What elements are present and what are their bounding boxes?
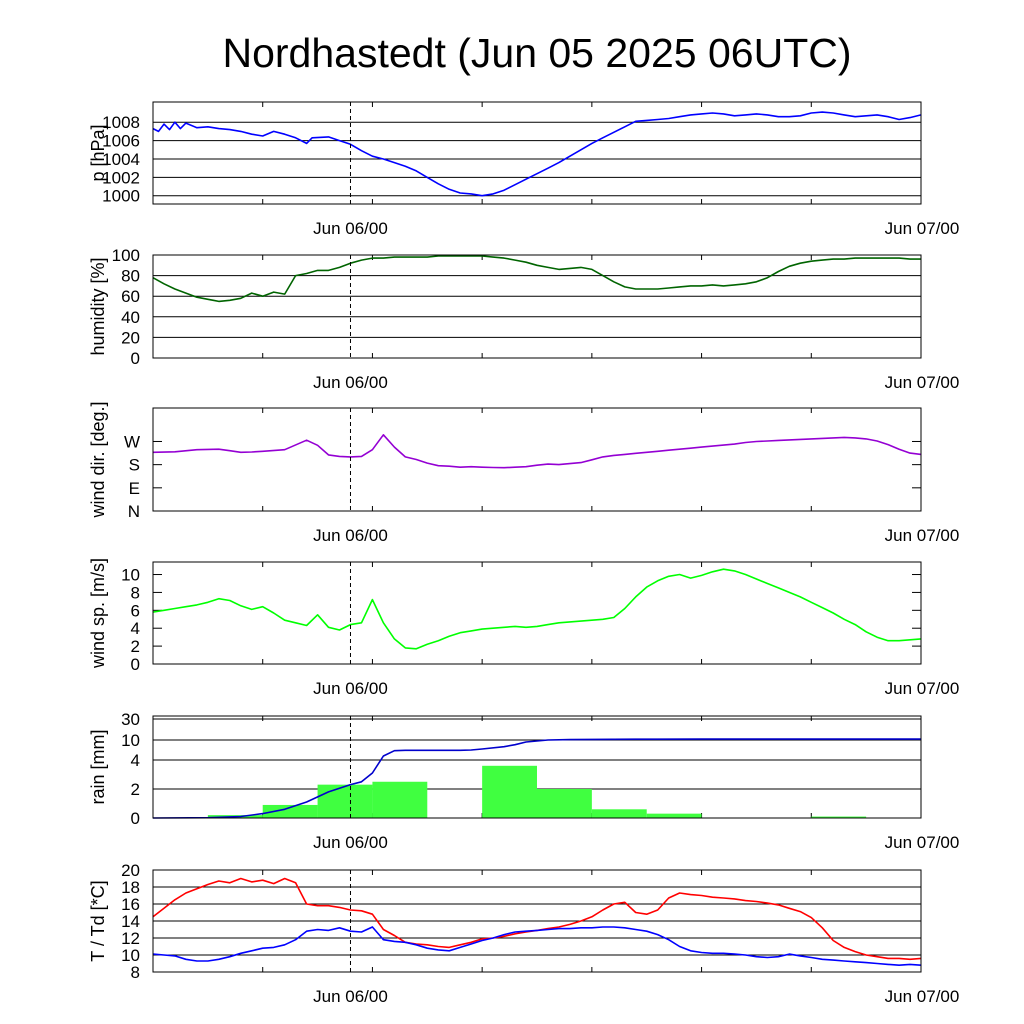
y-tick-label: 12 — [121, 929, 140, 948]
y-tick-label: 1006 — [102, 132, 140, 151]
x-tick-label: Jun 06/00 — [313, 833, 388, 852]
y-tick-label: N — [128, 502, 140, 521]
y-tick-label: 10 — [121, 731, 140, 750]
x-tick-label: Jun 07/00 — [885, 833, 960, 852]
y-tick-label: 8 — [131, 583, 140, 602]
y-tick-label: 40 — [121, 308, 140, 327]
x-tick-label: Jun 07/00 — [885, 219, 960, 238]
y-tick-label: 0 — [131, 809, 140, 828]
y-axis-label: wind sp. [m/s] — [88, 558, 108, 669]
y-tick-label: 20 — [121, 328, 140, 347]
y-tick-label: 100 — [112, 246, 140, 265]
x-tick-label: Jun 06/00 — [313, 526, 388, 545]
y-tick-label: 18 — [121, 878, 140, 897]
series-line-pressure — [152, 111, 922, 197]
x-tick-label: Jun 06/00 — [313, 679, 388, 698]
x-tick-label: Jun 07/00 — [885, 987, 960, 1006]
rain-bar — [482, 765, 537, 818]
series-line-humidity — [152, 255, 921, 303]
y-axis-label: rain [mm] — [88, 729, 108, 804]
y-tick-label: 60 — [121, 287, 140, 306]
y-tick-label: 2 — [131, 780, 140, 799]
y-tick-label: 14 — [121, 912, 140, 931]
y-tick-label: 4 — [131, 751, 140, 770]
panel-5: 0 2 410 30 rain [mm] Jun 06/00 Jun 07/00 — [88, 710, 959, 852]
y-tick-label: 1000 — [102, 187, 140, 206]
y-tick-label: 1004 — [102, 150, 140, 169]
y-tick-label: S — [129, 456, 140, 475]
y-tick-label: 10 — [121, 946, 140, 965]
y-tick-label: 2 — [131, 637, 140, 656]
series-line-rain-sum — [152, 738, 921, 819]
panel-frame — [152, 561, 922, 665]
y-tick-label: 80 — [121, 267, 140, 286]
series-line-wind-speed — [152, 568, 922, 650]
x-tick-label: Jun 07/00 — [885, 679, 960, 698]
rain-bar — [372, 781, 428, 818]
y-axis-label: humidity [%] — [88, 257, 108, 355]
y-axis-label: T / Td [*C] — [88, 880, 108, 961]
x-tick-label: Jun 06/00 — [313, 373, 388, 392]
y-tick-label: W — [124, 432, 140, 451]
y-tick-label: 20 — [121, 861, 140, 880]
series-line-wind-dir — [152, 434, 922, 469]
x-tick-label: Jun 06/00 — [313, 987, 388, 1006]
series-line-td — [152, 926, 922, 966]
y-tick-label: 10 — [121, 566, 140, 585]
y-tick-label: 1002 — [102, 168, 140, 187]
rain-bar — [811, 816, 867, 818]
y-tick-label: 30 — [121, 710, 140, 729]
y-tick-label: 0 — [131, 655, 140, 674]
x-tick-label: Jun 06/00 — [313, 219, 388, 238]
y-axis-label: p [hPa] — [88, 124, 108, 181]
panel-frame — [152, 715, 922, 819]
panel-frame — [152, 101, 922, 205]
y-tick-label: 16 — [121, 895, 140, 914]
x-tick-label: Jun 07/00 — [885, 373, 960, 392]
rain-bar — [591, 809, 647, 818]
y-tick-label: 1008 — [102, 113, 140, 132]
y-tick-label: 4 — [131, 619, 140, 638]
y-axis-label: wind dir. [deg.] — [88, 401, 108, 518]
panel-frame — [152, 869, 922, 973]
y-tick-label: 0 — [131, 349, 140, 368]
panel-frame — [152, 407, 922, 512]
y-tick-label: 8 — [131, 963, 140, 982]
y-tick-label: E — [129, 479, 140, 498]
rain-bar — [262, 804, 318, 818]
chart-title: Nordhastedt (Jun 05 2025 06UTC) — [222, 30, 851, 76]
x-tick-label: Jun 07/00 — [885, 526, 960, 545]
y-tick-label: 6 — [131, 601, 140, 620]
rain-bar — [646, 813, 702, 818]
rain-bar — [317, 784, 373, 818]
panel-frame — [152, 254, 922, 359]
rain-bar — [537, 789, 592, 818]
